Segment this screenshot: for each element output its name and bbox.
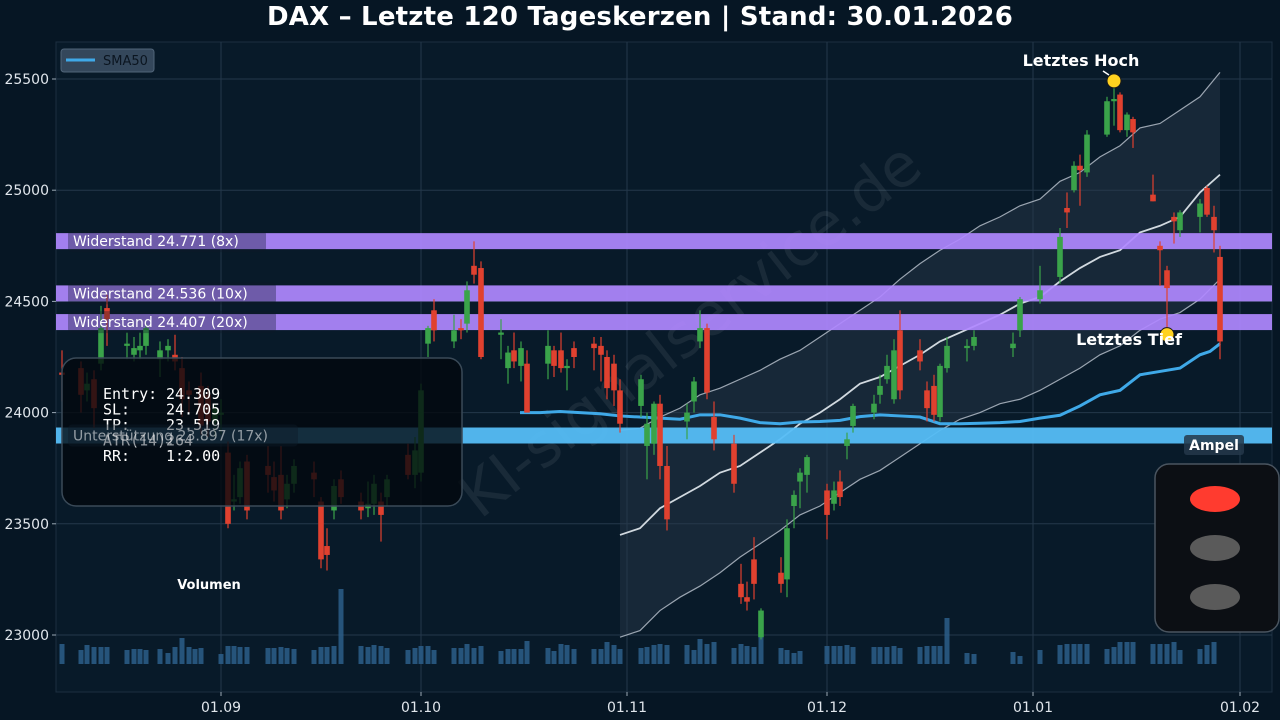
volume-bars (59, 589, 1217, 664)
sma50-line (520, 342, 1221, 426)
resistance-label: Widerstand 24.407 (20x) (68, 311, 276, 334)
y-tick-label: 25000 (4, 183, 49, 199)
chart-title: DAX – Letzte 120 Tageskerzen | Stand: 30… (267, 2, 1013, 32)
x-tick-label: 01.02 (1220, 700, 1260, 716)
trade-value: 24.309 (166, 385, 220, 403)
trade-key: Entry: (103, 385, 157, 403)
svg-text:Unterstützung 23.897 (17x): Unterstützung 23.897 (17x) (73, 429, 268, 445)
trade-value: 264 (166, 432, 193, 450)
x-tick-label: 01.12 (807, 700, 847, 716)
green-light (1190, 584, 1240, 610)
x-tick-label: 01.09 (201, 700, 241, 716)
svg-text:Widerstand 24.407 (20x): Widerstand 24.407 (20x) (73, 315, 248, 331)
last-low-label: Letztes Tief (1076, 330, 1183, 349)
volume-label: Volumen (177, 578, 241, 593)
last-high-marker (1106, 73, 1122, 89)
last-high-label: Letztes Hoch (1023, 51, 1140, 70)
red-light (1190, 486, 1240, 512)
resistance-label: Widerstand 24.771 (8x) (68, 230, 266, 253)
y-tick-label: 25500 (4, 72, 49, 88)
trade-key: RR: (103, 447, 130, 465)
y-tick-label: 23000 (4, 628, 49, 644)
trade-value: 24.705 (166, 401, 220, 419)
x-tick-label: 01.10 (401, 700, 441, 716)
y-tick-label: 23500 (4, 517, 49, 533)
x-axis: 01.09 01.10 01.11 01.12 01.01 01.02 (201, 692, 1260, 716)
legend: SMA50 (60, 48, 155, 73)
support-label: Unterstützung 23.897 (17x) (68, 424, 298, 447)
resistance-label: Widerstand 24.536 (10x) (68, 282, 276, 305)
trade-key: TP: (103, 416, 130, 434)
legend-label: SMA50 (103, 54, 148, 69)
high-low-markers: Letztes Hoch Letztes Tief (1023, 51, 1183, 349)
trade-key: ATR(14): (103, 432, 175, 450)
traffic-light: Ampel (1154, 435, 1280, 633)
x-tick-label: 01.11 (607, 700, 647, 716)
trade-value: 1:2.00 (166, 447, 220, 465)
svg-text:Widerstand 24.536 (10x): Widerstand 24.536 (10x) (73, 286, 248, 302)
y-tick-label: 24000 (4, 406, 49, 422)
x-tick-label: 01.01 (1013, 700, 1053, 716)
ampel-label: Ampel (1189, 438, 1239, 454)
y-axis: 23000 23500 24000 24500 25000 25500 (4, 72, 56, 644)
trade-value: 23.519 (166, 416, 220, 434)
trade-info-box: Entry: 24.309 SL: 24.705 TP: 23.519ATR(14):26… (61, 357, 463, 507)
last-low-marker (1159, 327, 1175, 343)
yellow-light (1190, 535, 1240, 561)
trade-key: SL: (103, 401, 130, 419)
svg-text:Widerstand 24.771 (8x): Widerstand 24.771 (8x) (73, 234, 239, 250)
y-tick-label: 24500 (4, 294, 49, 310)
